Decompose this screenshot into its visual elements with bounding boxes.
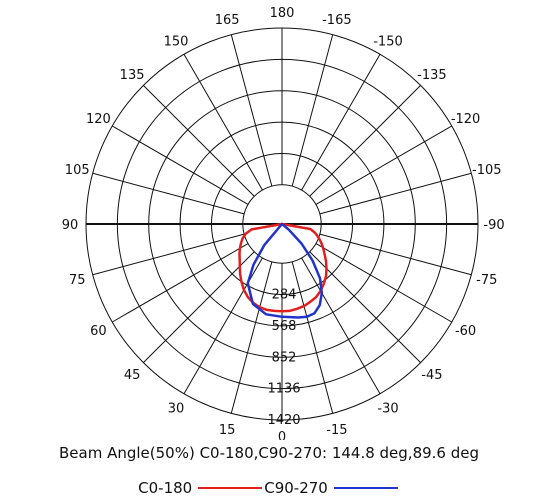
angle-tick-label: -150	[373, 34, 403, 49]
grid-spoke	[309, 85, 421, 197]
angle-tick-label: 180	[270, 6, 295, 21]
grid-spoke	[291, 34, 334, 187]
legend: C0-180 C90-270	[0, 479, 538, 497]
grid-spoke	[315, 125, 452, 205]
angle-tick-label: 120	[86, 112, 111, 127]
angle-tick-label: 150	[164, 34, 189, 49]
polar-plot-svg: -165180165-150150-135135-120120-105105-9…	[62, 6, 505, 445]
legend-label-c0-180: C0-180	[138, 479, 193, 497]
angle-tick-label: 165	[215, 13, 240, 28]
grid-spoke	[92, 233, 245, 276]
angle-tick-label: 60	[90, 324, 107, 339]
angle-tick-label: 15	[219, 423, 236, 438]
grid-spoke	[112, 125, 249, 205]
angle-tick-label: 105	[65, 163, 90, 178]
angle-tick-label: -135	[417, 68, 447, 83]
radial-tick-label: 852	[272, 350, 297, 365]
radial-tick-label: 568	[272, 319, 297, 334]
grid-spoke	[112, 243, 249, 323]
legend-label-c90-270: C90-270	[264, 479, 328, 497]
angle-tick-label: 0	[278, 430, 286, 440]
grid-spoke	[319, 233, 472, 276]
grid-spoke	[143, 251, 255, 363]
angle-tick-label: 30	[168, 402, 185, 417]
angle-tick-label: 45	[124, 368, 141, 383]
angle-tick-label: -90	[483, 218, 504, 233]
grid-spoke	[319, 172, 472, 215]
angle-tick-label: -105	[472, 163, 502, 178]
grid-spoke	[143, 85, 255, 197]
angle-tick-label: -120	[451, 112, 481, 127]
legend-swatch-c0-180	[198, 487, 263, 489]
series-curve-c0-180	[238, 222, 328, 313]
grid-spoke	[301, 257, 381, 394]
grid-spoke	[92, 172, 245, 215]
legend-swatch-c90-270	[333, 487, 398, 489]
angle-tick-label: -60	[455, 324, 476, 339]
radial-tick-label: 284	[272, 288, 297, 303]
grid-spoke	[291, 261, 334, 414]
angle-tick-label: -45	[421, 368, 442, 383]
grid-spoke	[309, 251, 421, 363]
angle-tick-label: -15	[326, 423, 347, 438]
angle-tick-label: -75	[476, 273, 497, 288]
angle-tick-label: 135	[120, 68, 145, 83]
angle-tick-label: 90	[62, 218, 79, 233]
angle-tick-label: -30	[377, 402, 398, 417]
grid-spoke	[301, 54, 381, 191]
grid-spoke	[230, 34, 273, 187]
angle-tick-label: 75	[69, 273, 86, 288]
radial-tick-label: 1136	[267, 382, 300, 397]
grid-spoke	[230, 261, 273, 414]
series-curve-c90-270	[246, 222, 324, 319]
beam-angle-caption: Beam Angle(50%) C0-180,C90-270: 144.8 de…	[58, 444, 480, 462]
angle-tick-label: -165	[322, 13, 352, 28]
grid-spoke	[183, 54, 263, 191]
grid-spoke	[315, 243, 452, 323]
radial-tick-label: 1420	[267, 413, 300, 428]
